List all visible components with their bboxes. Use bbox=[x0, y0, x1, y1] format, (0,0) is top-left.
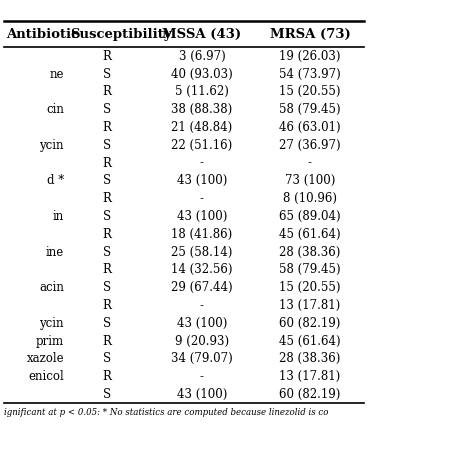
Text: R: R bbox=[102, 121, 111, 134]
Text: -: - bbox=[200, 192, 204, 205]
Text: 46 (63.01): 46 (63.01) bbox=[279, 121, 341, 134]
Text: 15 (20.55): 15 (20.55) bbox=[279, 85, 341, 98]
Text: 3 (6.97): 3 (6.97) bbox=[179, 50, 225, 63]
Text: ignificant at p < 0.05: * No statistics are computed because linezolid is co: ignificant at p < 0.05: * No statistics … bbox=[4, 408, 328, 417]
Text: 43 (100): 43 (100) bbox=[177, 317, 227, 330]
Text: 21 (48.84): 21 (48.84) bbox=[172, 121, 233, 134]
Text: 58 (79.45): 58 (79.45) bbox=[279, 264, 341, 276]
Text: prim: prim bbox=[36, 335, 64, 347]
Text: 58 (79.45): 58 (79.45) bbox=[279, 103, 341, 116]
Text: in: in bbox=[53, 210, 64, 223]
Text: 45 (61.64): 45 (61.64) bbox=[279, 228, 341, 241]
Text: S: S bbox=[103, 139, 111, 152]
Text: Susceptibility: Susceptibility bbox=[70, 28, 172, 41]
Text: S: S bbox=[103, 103, 111, 116]
Text: ne: ne bbox=[49, 67, 64, 81]
Text: 15 (20.55): 15 (20.55) bbox=[279, 281, 341, 294]
Text: S: S bbox=[103, 388, 111, 401]
Text: d *: d * bbox=[47, 174, 64, 187]
Text: -: - bbox=[200, 299, 204, 312]
Text: 38 (88.38): 38 (88.38) bbox=[172, 103, 233, 116]
Text: R: R bbox=[102, 299, 111, 312]
Text: 43 (100): 43 (100) bbox=[177, 388, 227, 401]
Text: R: R bbox=[102, 192, 111, 205]
Text: 13 (17.81): 13 (17.81) bbox=[279, 370, 341, 383]
Text: S: S bbox=[103, 210, 111, 223]
Text: 34 (79.07): 34 (79.07) bbox=[171, 352, 233, 365]
Text: 18 (41.86): 18 (41.86) bbox=[172, 228, 233, 241]
Text: 14 (32.56): 14 (32.56) bbox=[171, 264, 233, 276]
Text: R: R bbox=[102, 228, 111, 241]
Text: MRSA (73): MRSA (73) bbox=[270, 28, 350, 41]
Text: S: S bbox=[103, 67, 111, 81]
Text: 73 (100): 73 (100) bbox=[285, 174, 335, 187]
Text: 19 (26.03): 19 (26.03) bbox=[279, 50, 341, 63]
Text: 43 (100): 43 (100) bbox=[177, 174, 227, 187]
Text: 22 (51.16): 22 (51.16) bbox=[172, 139, 233, 152]
Text: ycin: ycin bbox=[39, 317, 64, 330]
Text: 43 (100): 43 (100) bbox=[177, 210, 227, 223]
Text: R: R bbox=[102, 264, 111, 276]
Text: 60 (82.19): 60 (82.19) bbox=[279, 317, 341, 330]
Text: acin: acin bbox=[39, 281, 64, 294]
Text: 13 (17.81): 13 (17.81) bbox=[279, 299, 341, 312]
Text: 65 (89.04): 65 (89.04) bbox=[279, 210, 341, 223]
Text: 45 (61.64): 45 (61.64) bbox=[279, 335, 341, 347]
Text: S: S bbox=[103, 317, 111, 330]
Text: R: R bbox=[102, 370, 111, 383]
Text: R: R bbox=[102, 50, 111, 63]
Text: 5 (11.62): 5 (11.62) bbox=[175, 85, 229, 98]
Text: Antibiotic: Antibiotic bbox=[6, 28, 79, 41]
Text: S: S bbox=[103, 352, 111, 365]
Text: ine: ine bbox=[46, 246, 64, 258]
Text: 28 (38.36): 28 (38.36) bbox=[279, 246, 341, 258]
Text: R: R bbox=[102, 335, 111, 347]
Text: -: - bbox=[308, 156, 312, 170]
Text: S: S bbox=[103, 174, 111, 187]
Text: enicol: enicol bbox=[28, 370, 64, 383]
Text: -: - bbox=[200, 370, 204, 383]
Text: S: S bbox=[103, 246, 111, 258]
Text: -: - bbox=[200, 156, 204, 170]
Text: 40 (93.03): 40 (93.03) bbox=[171, 67, 233, 81]
Text: 54 (73.97): 54 (73.97) bbox=[279, 67, 341, 81]
Text: S: S bbox=[103, 281, 111, 294]
Text: ycin: ycin bbox=[39, 139, 64, 152]
Text: 60 (82.19): 60 (82.19) bbox=[279, 388, 341, 401]
Text: 9 (20.93): 9 (20.93) bbox=[175, 335, 229, 347]
Text: R: R bbox=[102, 85, 111, 98]
Text: MSSA (43): MSSA (43) bbox=[163, 28, 242, 41]
Text: 27 (36.97): 27 (36.97) bbox=[279, 139, 341, 152]
Text: R: R bbox=[102, 156, 111, 170]
Text: cin: cin bbox=[46, 103, 64, 116]
Text: 8 (10.96): 8 (10.96) bbox=[283, 192, 337, 205]
Text: 28 (38.36): 28 (38.36) bbox=[279, 352, 341, 365]
Text: 25 (58.14): 25 (58.14) bbox=[171, 246, 233, 258]
Text: 29 (67.44): 29 (67.44) bbox=[171, 281, 233, 294]
Text: xazole: xazole bbox=[27, 352, 64, 365]
